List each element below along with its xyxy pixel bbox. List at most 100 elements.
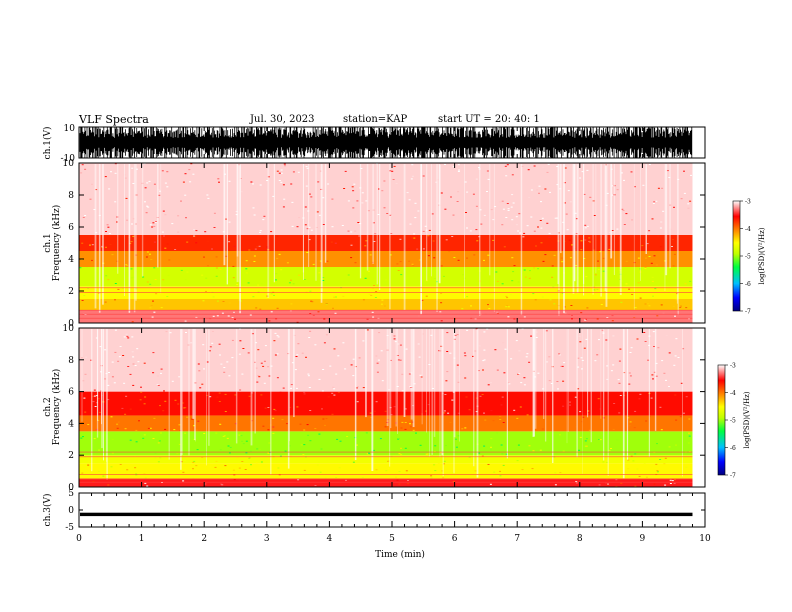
spectrogram-speckle <box>408 260 411 262</box>
spectrogram-speckle <box>135 429 138 431</box>
spectrogram-speckle <box>507 382 510 384</box>
spectrogram-speckle <box>457 259 460 261</box>
spectrogram-speckle <box>389 254 392 256</box>
spectrogram-streak <box>607 329 609 476</box>
spectrogram-speckle <box>304 224 307 226</box>
spectrogram-speckle <box>213 212 216 214</box>
colorbar-tick-label: -7 <box>745 309 751 316</box>
spectrogram-streak <box>438 164 441 284</box>
spectrogram-speckle <box>310 229 313 231</box>
spectrogram-band <box>79 235 693 251</box>
spectrogram-speckle <box>510 358 513 360</box>
spectrogram-speckle <box>158 440 161 442</box>
spectrogram-speckle <box>290 384 293 386</box>
spectrogram-speckle <box>325 334 328 336</box>
spectrogram-speckle <box>585 276 588 278</box>
spectrogram-speckle <box>209 318 212 320</box>
spectrogram-speckle <box>619 348 622 350</box>
spectrogram-speckle <box>203 433 206 434</box>
spectrogram-speckle <box>192 173 195 175</box>
spectrogram-speckle <box>379 438 382 440</box>
spectrogram-speckle <box>490 438 493 440</box>
spectrogram-speckle <box>616 189 619 191</box>
spectrogram-speckle <box>556 217 559 219</box>
spectrogram-speckle <box>669 479 672 481</box>
spectrogram-streak <box>626 329 629 460</box>
spectrogram-speckle <box>308 193 311 195</box>
spectrogram-streak <box>431 329 433 455</box>
spectrogram-speckle <box>306 257 309 259</box>
spectrogram-speckle <box>318 378 321 380</box>
spectrogram-speckle <box>180 269 183 271</box>
spectrogram-speckle <box>146 485 149 487</box>
spectrogram-speckle <box>309 290 312 292</box>
spectrogram-speckle <box>485 426 488 428</box>
spectrogram-speckle <box>567 190 570 192</box>
spectrogram-speckle <box>325 303 328 305</box>
spectrogram-speckle <box>110 466 113 468</box>
spectrogram-streak <box>421 329 423 425</box>
spectrogram-speckle <box>184 279 187 281</box>
spectrogram-speckle <box>290 455 292 457</box>
spectrogram-speckle <box>280 181 283 183</box>
spectrogram-speckle <box>492 210 495 212</box>
spectrogram-speckle <box>409 423 411 425</box>
spectrogram-streak <box>603 329 605 461</box>
spectrogram-speckle <box>602 257 605 259</box>
spectrogram-speckle <box>633 427 636 429</box>
spectrogram-speckle <box>652 203 655 204</box>
spectrogram-speckle <box>262 425 265 427</box>
spectrogram-speckle <box>202 413 205 415</box>
spectrogram-speckle <box>483 214 486 216</box>
panel-ch1-waveform: 10 -10 ch.1(V) <box>42 124 706 164</box>
x-tick-label: 3 <box>264 534 270 544</box>
spectrogram-speckle <box>256 448 259 450</box>
spectrogram-speckle <box>218 181 220 183</box>
spectrogram-speckle <box>323 318 326 320</box>
spectrogram-speckle <box>450 196 452 198</box>
ch2-spectrogram-ylabel-line1: ch.2 <box>43 397 53 416</box>
spectrogram-speckle <box>688 435 691 437</box>
spectrogram-speckle <box>257 349 260 351</box>
spectrogram-speckle <box>396 355 399 356</box>
spectrogram-streak <box>677 164 679 315</box>
spectrogram-speckle <box>146 251 149 253</box>
spectrogram-speckle <box>400 454 403 455</box>
spectrogram-streak <box>583 164 585 296</box>
x-tick-label: 1 <box>139 534 145 544</box>
spectrogram-speckle <box>630 455 633 457</box>
spectrogram-speckle <box>370 294 373 296</box>
spectrogram-speckle <box>307 210 310 212</box>
spectrogram-speckle <box>518 350 521 352</box>
spectrogram-speckle <box>557 232 560 234</box>
spectrogram-speckle <box>608 248 611 250</box>
spectrogram-speckle <box>422 175 425 177</box>
spectrogram-speckle <box>546 222 549 224</box>
spectrogram-speckle <box>637 263 640 265</box>
spectrogram-speckle <box>288 282 291 284</box>
spectrogram-speckle <box>273 314 276 316</box>
spectrogram-speckle <box>219 269 222 270</box>
spectrogram-speckle <box>239 328 241 330</box>
spectrogram-speckle <box>446 351 449 352</box>
spectrogram-speckle <box>515 216 518 218</box>
spectrogram-speckle <box>518 213 521 215</box>
spectrogram-speckle <box>267 176 270 178</box>
spectrogram-speckle <box>558 353 561 355</box>
spectrogram-speckle <box>135 288 138 290</box>
spectrogram-speckle <box>184 459 187 461</box>
spectrogram-speckle <box>82 436 84 438</box>
spectrogram-speckle <box>105 246 107 248</box>
spectrogram-speckle <box>92 481 95 482</box>
spectrogram-speckle <box>145 212 148 214</box>
spectrogram-speckle <box>440 259 443 261</box>
spectrogram-speckle <box>148 180 151 182</box>
spectrogram-speckle <box>501 224 504 226</box>
spectrogram-speckle <box>228 241 231 243</box>
spectrogram-streak <box>429 329 430 457</box>
spectrogram-speckle <box>352 207 355 209</box>
spectrogram-speckle <box>144 201 146 203</box>
spectrogram-speckle <box>636 338 639 340</box>
spectrogram-speckle <box>540 201 542 203</box>
spectrogram-speckle <box>354 230 357 232</box>
